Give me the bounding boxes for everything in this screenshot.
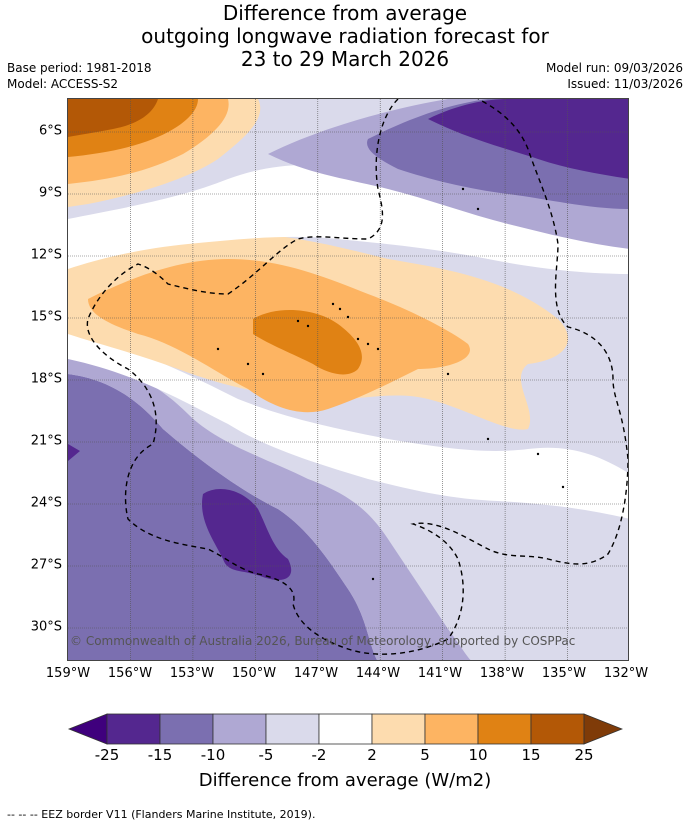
lon-label-156w: 156°W [107, 666, 153, 681]
field-lilac-south [68, 359, 471, 660]
cb-tick-0: -25 [94, 746, 120, 764]
colorbar [67, 713, 623, 745]
lon-label-159w: 159°W [45, 666, 91, 681]
cb-tick-7: 10 [468, 746, 488, 764]
cb-tick-5: 2 [367, 746, 377, 764]
lat-label-21s: 21°S [30, 433, 62, 449]
lat-label-24s: 24°S [30, 495, 62, 511]
eez-footnote: -- -- -- EEZ border V11 (Flanders Marine… [7, 808, 316, 821]
cb-tick-9: 25 [574, 746, 594, 764]
graticule [68, 99, 628, 660]
map-svg [68, 99, 628, 660]
colorbar-swatch [106, 713, 161, 745]
lat-label-27s: 27°S [30, 557, 62, 573]
cb-tick-3: -5 [258, 746, 274, 764]
cb-tick-6: 5 [420, 746, 430, 764]
colorbar-swatch [159, 713, 214, 745]
copyright-notice: © Commonwealth of Australia 2026, Bureau… [70, 634, 576, 648]
eez-borders [86, 99, 628, 655]
lat-label-15s: 15°S [30, 309, 62, 325]
colorbar-label: Difference from average (W/m2) [198, 770, 492, 791]
meta-right: Model run: 09/03/2026 Issued: 11/03/2026 [546, 60, 683, 92]
title-line-1: Difference from average [222, 1, 468, 25]
title-line-2: outgoing longwave radiation forecast for [141, 24, 549, 48]
islands [216, 187, 565, 581]
lon-label-144w: 144°W [355, 666, 401, 681]
lon-label-141w: 141°W [417, 666, 463, 681]
field-white-north [68, 164, 628, 274]
forecast-map [67, 98, 629, 661]
meta-left: Base period: 1981-2018 Model: ACCESS-S2 [7, 60, 152, 92]
colorbar-extend-low [67, 713, 108, 745]
lon-label-138w: 138°W [479, 666, 525, 681]
colorbar-swatch [477, 713, 532, 745]
lon-label-135w: 135°W [541, 666, 587, 681]
colorbar-extend-high [583, 713, 623, 745]
colorbar-swatch [530, 713, 585, 745]
lat-label-18s: 18°S [30, 371, 62, 387]
lat-label-12s: 12°S [30, 247, 62, 263]
colorbar-swatch [371, 713, 426, 745]
colorbar-swatch [424, 713, 479, 745]
field-darkpurple-west [68, 444, 80, 461]
base-period: Base period: 1981-2018 [7, 61, 152, 75]
cb-tick-4: -2 [311, 746, 327, 764]
lon-label-132w: 132°W [603, 666, 649, 681]
lon-label-150w: 150°W [231, 666, 277, 681]
cb-tick-1: -15 [147, 746, 173, 764]
model-name: Model: ACCESS-S2 [7, 77, 119, 91]
title-line-3: 23 to 29 March 2026 [240, 47, 450, 71]
field-darkpurple-north [428, 99, 628, 179]
lat-label-30s: 30°S [30, 619, 62, 635]
colorbar-swatch [265, 713, 320, 745]
lat-label-6s: 6°S [38, 123, 62, 139]
cb-tick-2: -10 [200, 746, 226, 764]
issued-date: Issued: 11/03/2026 [567, 77, 683, 91]
lon-label-147w: 147°W [293, 666, 339, 681]
field-brown-north [68, 99, 158, 137]
lat-label-9s: 9°S [38, 185, 62, 201]
field-orange-core [253, 309, 362, 375]
colorbar-swatch [212, 713, 267, 745]
colorbar-swatch [318, 713, 373, 745]
field-white-south [68, 334, 628, 519]
field-darkpurple-south [202, 489, 292, 580]
model-run: Model run: 09/03/2026 [545, 61, 683, 75]
cb-tick-8: 15 [521, 746, 541, 764]
lon-label-153w: 153°W [169, 666, 215, 681]
